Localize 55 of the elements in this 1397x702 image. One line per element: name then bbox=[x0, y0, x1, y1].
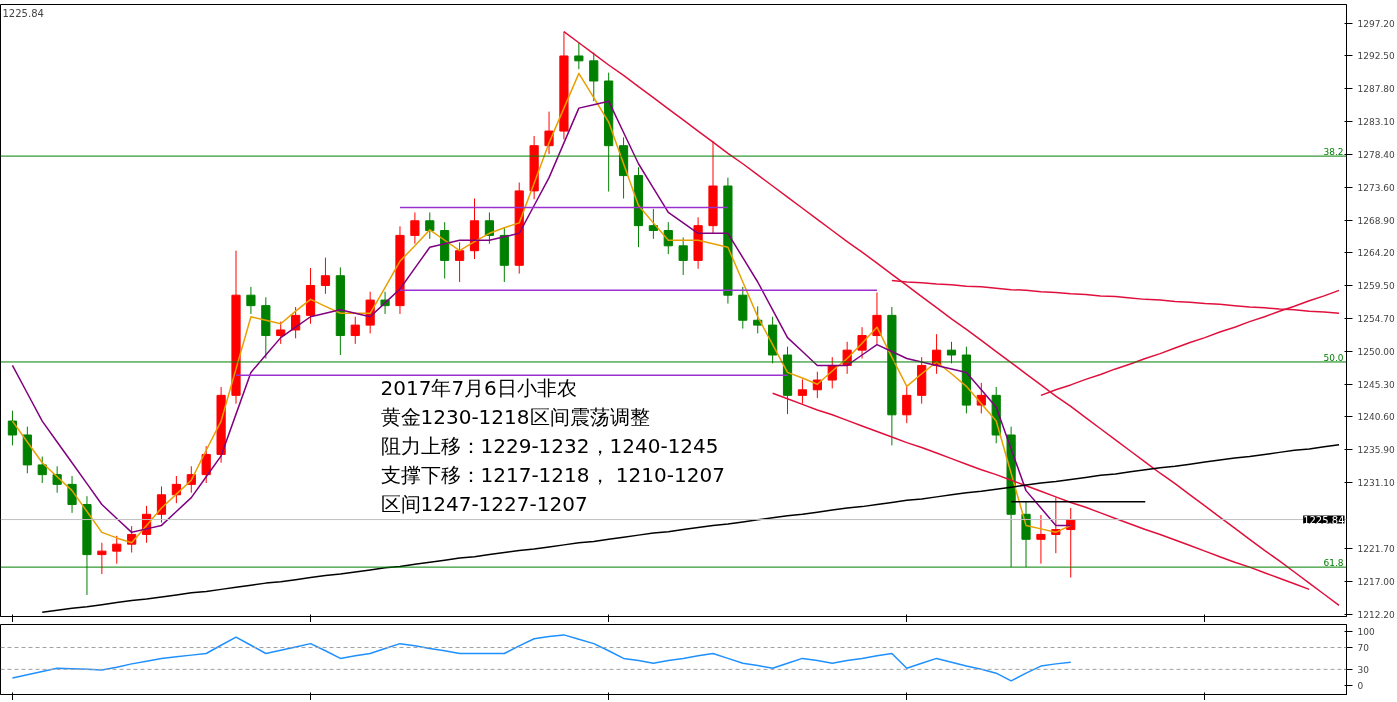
candlestick bbox=[1036, 514, 1046, 565]
candlestick bbox=[455, 241, 465, 283]
candlestick bbox=[410, 211, 420, 245]
annotation: 1225.84 bbox=[2, 7, 44, 19]
candlestick bbox=[37, 456, 47, 484]
candlestick bbox=[678, 236, 688, 276]
y-tick-label: 1235.90 bbox=[1357, 445, 1395, 456]
candlestick bbox=[7, 410, 18, 446]
y-tick-label: 1292.50 bbox=[1357, 51, 1395, 62]
candlestick bbox=[320, 257, 331, 295]
y-tick-label: 1259.50 bbox=[1357, 280, 1395, 291]
candlestick bbox=[797, 378, 808, 405]
ref-line-label: 1225.84 bbox=[1303, 514, 1345, 526]
y-tick-label: 1297.20 bbox=[1357, 18, 1395, 29]
y-tick-label: 1231.10 bbox=[1357, 478, 1395, 489]
y-tick-label: 1264.20 bbox=[1357, 248, 1395, 259]
y-tick-label: 1245.30 bbox=[1357, 379, 1395, 390]
annotation: 61.8 bbox=[1323, 558, 1344, 569]
y-tick-label: 1240.60 bbox=[1357, 412, 1395, 423]
line-series bbox=[11, 634, 1072, 682]
candlestick bbox=[97, 542, 107, 575]
y-tick-label: 1283.10 bbox=[1357, 116, 1395, 127]
candlestick bbox=[201, 445, 211, 484]
candlestick bbox=[246, 286, 256, 315]
y-tick-label: 1254.70 bbox=[1357, 314, 1395, 325]
y-tick-label: 1212.20 bbox=[1357, 609, 1395, 620]
candlestick bbox=[425, 211, 435, 240]
annotation: 50.0 bbox=[1323, 352, 1344, 363]
candlestick bbox=[67, 475, 77, 514]
candlestick bbox=[589, 51, 599, 102]
y-tick-label: 70 bbox=[1357, 642, 1370, 653]
annotation: 阻力上移：1229-1232，1240-1245 bbox=[380, 433, 719, 458]
candlestick bbox=[112, 535, 122, 565]
y-tick-label: 1250.00 bbox=[1357, 347, 1395, 358]
annotation: 38.2 bbox=[1323, 147, 1344, 158]
candlestick bbox=[156, 485, 167, 524]
y-tick-label: 1287.80 bbox=[1357, 84, 1395, 95]
annotation: 区间1247-1227-1207 bbox=[380, 491, 588, 516]
annotation: 支撑下移：1217-1218， 1210-1207 bbox=[380, 462, 725, 487]
candlestick bbox=[350, 316, 360, 345]
y-tick-label: 1221.70 bbox=[1357, 543, 1395, 554]
candlestick bbox=[902, 386, 912, 424]
y-tick-label: 30 bbox=[1357, 664, 1370, 675]
y-tick-label: 0 bbox=[1357, 681, 1364, 692]
annotation: 2017年7月6日小非农 bbox=[380, 375, 577, 400]
y-tick-label: 1268.90 bbox=[1357, 215, 1395, 226]
annotation: 黄金1230-1218区间震荡调整 bbox=[380, 404, 650, 429]
candlestick bbox=[276, 321, 286, 345]
candlestick bbox=[872, 291, 882, 345]
candlestick bbox=[574, 41, 584, 70]
y-tick-label: 1278.40 bbox=[1357, 149, 1395, 160]
y-tick-label: 100 bbox=[1357, 626, 1375, 637]
y-tick-label: 1273.60 bbox=[1357, 182, 1395, 193]
y-tick-label: 1217.00 bbox=[1357, 576, 1395, 587]
candlestick bbox=[484, 211, 495, 245]
